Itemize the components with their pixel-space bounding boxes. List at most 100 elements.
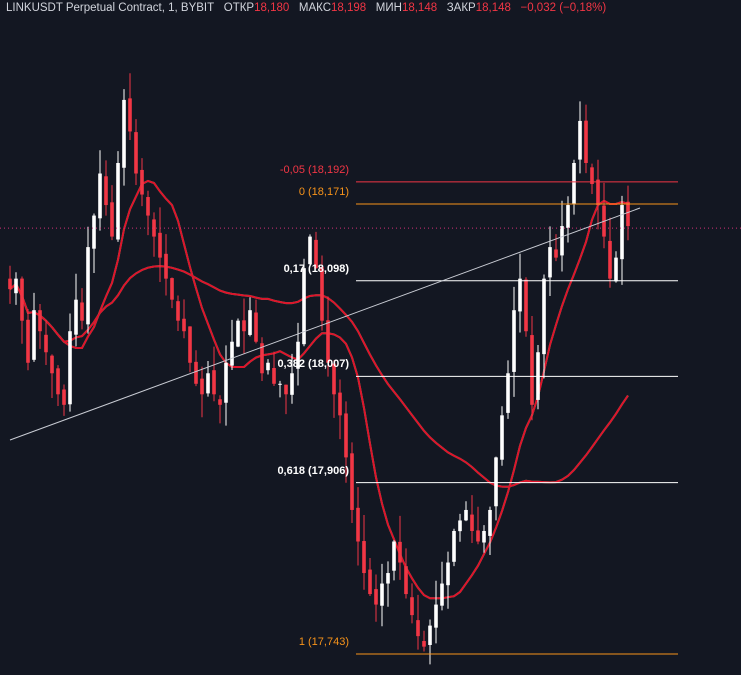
candle-body: [176, 301, 180, 321]
candle-body: [542, 278, 546, 355]
candle-body: [308, 236, 312, 265]
candle-body: [302, 268, 306, 345]
moving-average-line-2: [9, 179, 629, 600]
candle-body: [608, 240, 612, 279]
candle-body: [206, 373, 210, 394]
candle-body: [20, 278, 24, 321]
candle-body: [26, 319, 30, 363]
candle-body: [392, 541, 396, 571]
fib-level-label: 0,382 (18,007): [277, 358, 349, 371]
candle-body: [428, 625, 432, 645]
close-value: 18,148: [475, 2, 511, 14]
candle-body: [248, 310, 252, 335]
candle-body: [320, 267, 324, 321]
candle-body: [614, 257, 618, 282]
trend-line: [9, 207, 641, 441]
fib-level-label: -0,05 (18,192): [279, 163, 349, 176]
candle-body: [476, 530, 480, 542]
candle-body: [38, 310, 42, 332]
low-value: 18,148: [401, 2, 438, 14]
candle-body: [368, 569, 372, 595]
candle-body: [500, 415, 504, 460]
candle-body: [116, 162, 120, 240]
fib-level-label: 0,17 (18,098): [283, 262, 349, 275]
open-value: 18,180: [254, 2, 290, 14]
candle-body: [62, 389, 66, 405]
candle-body: [578, 120, 582, 160]
open-label: ОТКР: [223, 2, 255, 14]
candle-body: [452, 530, 456, 562]
candle-body: [80, 302, 84, 321]
change-value: −0,032 (−0,18%): [520, 2, 607, 14]
low-label: МИН: [375, 2, 402, 14]
candle-body: [110, 202, 114, 237]
candle-body: [488, 509, 492, 536]
candle-body: [326, 320, 330, 363]
candle-body: [212, 370, 216, 395]
candle-body: [356, 507, 360, 542]
candle-body: [134, 132, 138, 174]
candle-body: [218, 399, 222, 405]
candle-body: [74, 299, 78, 335]
candle-body: [32, 310, 36, 360]
candle-body: [398, 541, 402, 563]
candle-body: [554, 249, 558, 258]
candle-body: [230, 341, 234, 366]
candle-body: [224, 362, 228, 403]
candle-body: [404, 566, 408, 595]
candle-body: [530, 335, 534, 405]
candle-body: [584, 120, 588, 163]
candle-body: [350, 453, 354, 510]
candle-body: [254, 312, 258, 342]
candle-body: [272, 368, 276, 384]
candle-body: [68, 331, 72, 405]
candle-body: [518, 278, 522, 312]
candle-body: [98, 173, 102, 219]
candle-body: [146, 197, 150, 216]
candle-body: [152, 219, 156, 237]
candle-body: [422, 641, 426, 647]
candle-body: [332, 363, 336, 395]
candle-body: [482, 530, 486, 543]
candle-body: [188, 326, 192, 363]
candle-body: [182, 318, 186, 332]
candle-body: [560, 226, 564, 256]
candle-body: [14, 278, 18, 294]
candle-body: [104, 176, 108, 206]
candle-body: [284, 384, 288, 395]
high-value: 18,198: [331, 2, 367, 14]
candle-body: [380, 583, 384, 606]
moving-average-line-4: [9, 265, 629, 488]
candle-body: [278, 383, 282, 385]
fib-level-label: 0,618 (17,906): [277, 464, 349, 477]
candle-body: [506, 373, 510, 413]
candle-body: [470, 514, 474, 531]
candle-body: [434, 604, 438, 628]
candle-body: [620, 205, 624, 260]
candle-body: [596, 179, 600, 206]
candle-body: [548, 247, 552, 278]
candle-body: [164, 253, 168, 279]
candle-body: [44, 334, 48, 353]
candle-body: [590, 167, 594, 185]
fib-level-label: 0 (18,171): [298, 186, 349, 198]
symbol-title: LINKUSDT Perpetual Contract, 1, BYBIT: [6, 2, 215, 14]
moving-average-line-1: [9, 179, 629, 600]
candle-body: [200, 378, 204, 395]
candle-body: [128, 98, 132, 132]
candle-body: [92, 215, 96, 249]
candle-body: [524, 279, 528, 332]
candle-body: [566, 205, 570, 228]
candle-body: [290, 373, 294, 395]
candle-body: [242, 320, 246, 332]
candle-body: [8, 278, 12, 290]
candle-body: [56, 368, 60, 395]
candle-body: [626, 201, 630, 227]
candle-body: [140, 169, 144, 195]
candle-body: [374, 589, 378, 605]
candle-body: [296, 341, 300, 369]
high-label: МАКС: [298, 2, 331, 14]
candle-body: [170, 278, 174, 300]
candle-body: [338, 392, 342, 416]
